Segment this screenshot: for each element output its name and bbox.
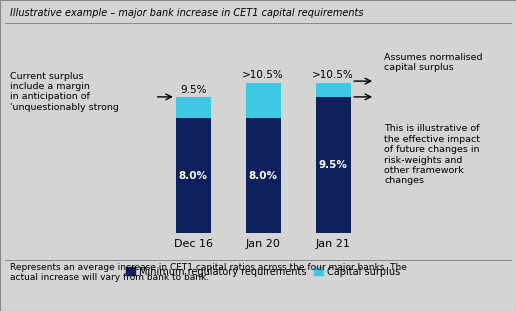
Text: >10.5%: >10.5% [312,70,354,80]
Bar [176,97,211,118]
Text: 8.0%: 8.0% [179,171,208,181]
Text: This is illustrative of
the effective impact
of future changes in
risk-weights a: This is illustrative of the effective im… [384,124,480,185]
Bar [176,118,211,233]
Bar [316,97,350,233]
Bar [246,82,281,118]
Text: 9.5%: 9.5% [319,160,347,170]
Bar [246,118,281,233]
Legend: Minimum regulatory requirements, Capital surplus: Minimum regulatory requirements, Capital… [122,263,405,281]
Text: Represents an average increase in CET1 capital ratios across the four major bank: Represents an average increase in CET1 c… [10,263,407,282]
Text: Current surplus
include a margin
in anticipation of
'unquestionably strong: Current surplus include a margin in anti… [10,72,119,112]
Text: >10.5%: >10.5% [243,70,284,80]
Text: 9.5%: 9.5% [180,85,206,95]
Text: Assumes normalised
capital surplus: Assumes normalised capital surplus [384,53,483,72]
Bar [316,82,350,97]
Text: Illustrative example – major bank increase in CET1 capital requirements: Illustrative example – major bank increa… [10,8,364,18]
Text: 8.0%: 8.0% [249,171,278,181]
